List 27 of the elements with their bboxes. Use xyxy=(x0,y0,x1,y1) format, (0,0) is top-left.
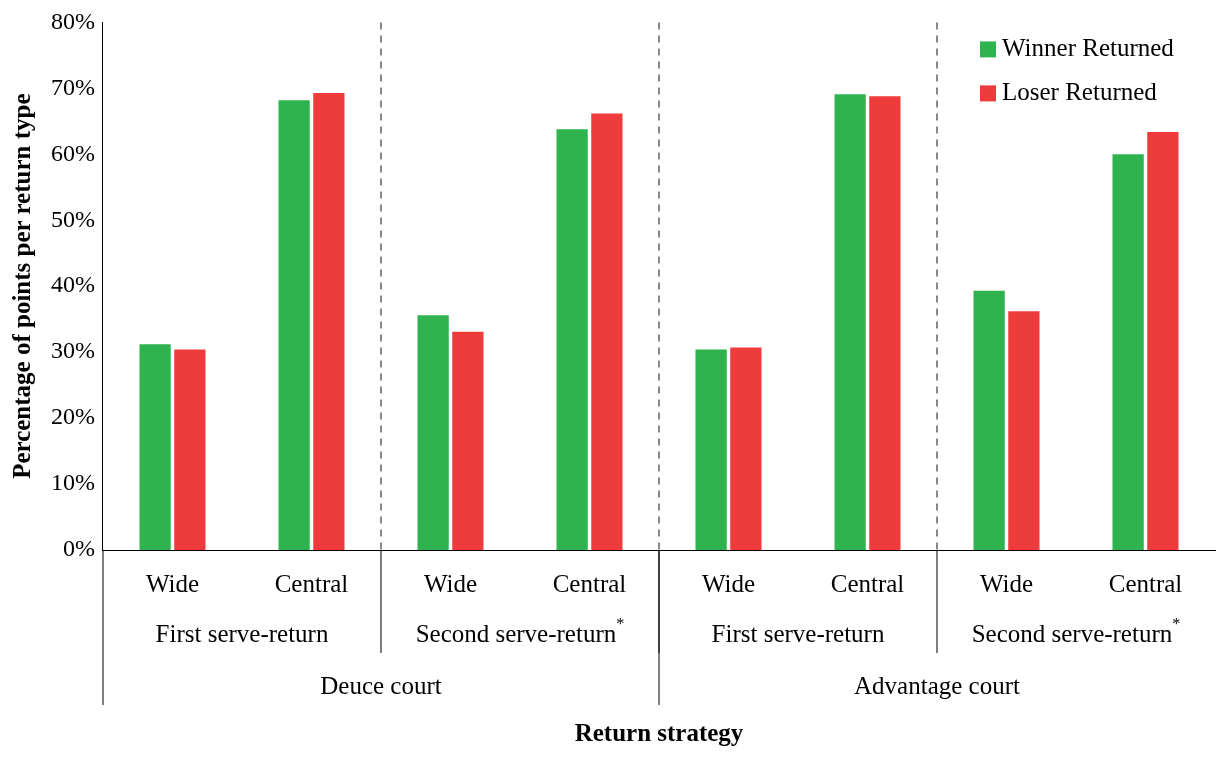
text: Advantage court xyxy=(854,671,1021,699)
y-tick-label: 80% xyxy=(50,7,95,34)
x-tick-label: Wide xyxy=(979,569,1034,597)
legend-label: Loser Returned xyxy=(1002,77,1158,105)
legend-label: Winner Returned xyxy=(1002,33,1175,61)
x-tick-label: Wide xyxy=(701,569,756,597)
x-tick-label: Wide xyxy=(423,569,478,597)
text: First serve-return xyxy=(155,619,329,647)
x-tick-label: Central xyxy=(552,569,627,597)
y-tick-label: 60% xyxy=(50,139,95,166)
y-tick-label: 70% xyxy=(50,73,95,100)
y-tick-label: 20% xyxy=(50,403,95,430)
x-tick-label: Wide xyxy=(145,569,200,597)
y-tick-label: 40% xyxy=(50,271,95,298)
text: Second serve-return* xyxy=(415,615,625,647)
x-tick-label: Central xyxy=(1108,569,1183,597)
text: First serve-return xyxy=(711,619,885,647)
x-tick-label: Central xyxy=(274,569,349,597)
y-tick-label: 10% xyxy=(50,469,95,496)
y-axis-title: Percentage of points per return type xyxy=(8,93,36,479)
x-tick-label: Central xyxy=(830,569,905,597)
text: Second serve-return* xyxy=(971,615,1181,647)
y-tick-label: 30% xyxy=(50,337,95,364)
x-axis-title: Return strategy xyxy=(574,719,744,747)
y-tick-label: 0% xyxy=(62,535,95,562)
text: Deuce court xyxy=(320,671,442,699)
y-tick-label: 50% xyxy=(50,205,95,232)
